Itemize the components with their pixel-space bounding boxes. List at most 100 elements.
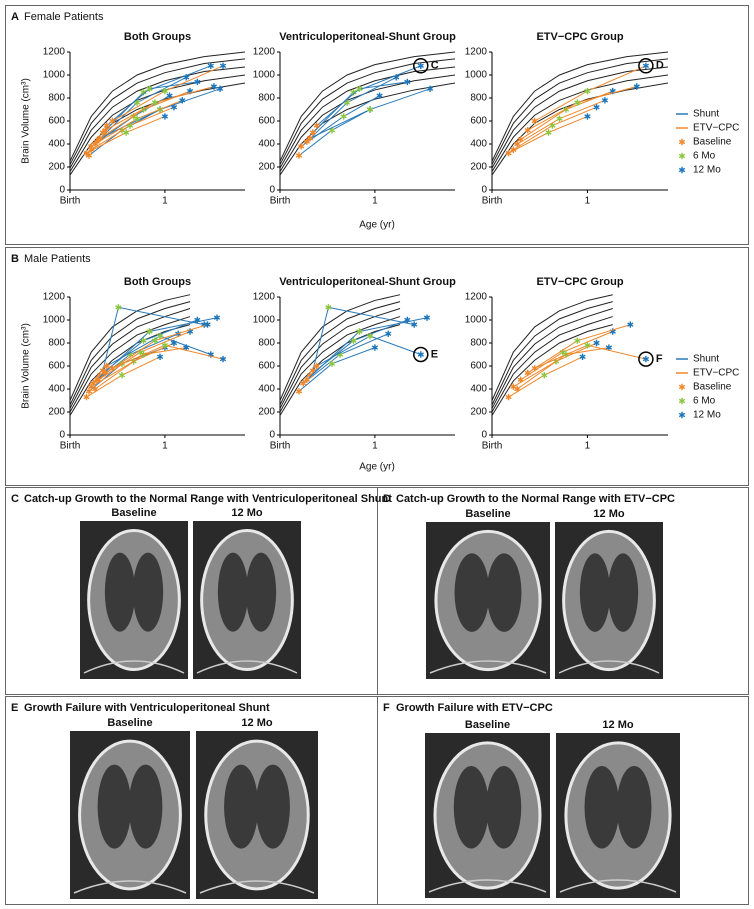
point-marker [366, 332, 374, 340]
point-marker [313, 362, 320, 370]
legend-marker [678, 166, 686, 174]
point-marker [166, 92, 173, 99]
reference-curve [70, 308, 191, 409]
y-tick-label: 600 [48, 361, 65, 372]
point-marker [423, 314, 431, 321]
chart: Ventriculoperitoneal-Shunt Group 0 200 400 6… [253, 276, 456, 452]
panel-letter: E [11, 702, 18, 714]
y-tick-label: 400 [48, 139, 65, 150]
point-marker [417, 351, 424, 358]
panel-box [5, 696, 378, 905]
point-marker [584, 87, 591, 95]
point-marker [102, 127, 109, 134]
point-marker [303, 138, 310, 145]
legend-label: 6 Mo [693, 151, 716, 162]
legend-label: 12 Mo [693, 165, 721, 176]
point-marker [541, 372, 548, 379]
x-tick-label: Birth [482, 441, 503, 452]
y-tick-label: 1000 [253, 70, 276, 81]
panel-letter: A [11, 11, 19, 23]
point-marker [303, 376, 310, 383]
x-tick-label: 1 [585, 196, 591, 207]
point-marker [219, 355, 227, 363]
point-marker [210, 83, 218, 90]
point-marker [328, 360, 336, 367]
panel-box [377, 696, 749, 905]
annotation-label: E [431, 348, 438, 360]
legend-label: 6 Mo [693, 396, 716, 407]
chart-title: ETV−CPC Group [536, 276, 623, 288]
point-marker [517, 376, 524, 383]
point-marker [151, 337, 159, 344]
point-marker [426, 85, 434, 92]
point-marker [309, 129, 316, 136]
point-marker [118, 372, 126, 379]
ventricle [486, 553, 522, 632]
point-marker [524, 369, 531, 377]
y-tick-label: 400 [258, 384, 275, 395]
panel-title: Growth Failure with ETV−CPC [396, 702, 553, 714]
y-tick-label: 0 [481, 430, 487, 441]
image-caption: Baseline [465, 508, 510, 520]
chart-title: Both Groups [124, 276, 191, 288]
trajectory [513, 342, 597, 388]
y-tick-label: 800 [258, 338, 275, 349]
point-marker [109, 117, 116, 125]
point-marker [371, 344, 379, 351]
reference-curve [70, 301, 191, 406]
image-caption: 12 Mo [602, 719, 633, 731]
point-marker [219, 62, 227, 69]
point-marker [156, 332, 164, 340]
image-caption: 12 Mo [593, 508, 624, 520]
point-marker [642, 355, 650, 363]
panel-box [5, 5, 749, 245]
y-tick-label: 1200 [43, 47, 66, 58]
legend-marker [678, 411, 686, 419]
reference-curve [280, 294, 401, 401]
reference-curve [492, 82, 669, 176]
point-marker [505, 393, 512, 401]
panel-box [5, 487, 378, 695]
chart: Both Groups Brain Volume (cm³) 0 200 400 600 8… [21, 31, 246, 207]
x-tick-label: 1 [372, 196, 378, 207]
point-marker [642, 62, 650, 69]
point-marker [298, 143, 305, 150]
reference-curve [492, 324, 613, 416]
annotation-label: F [656, 353, 663, 365]
x-tick-label: Birth [270, 196, 291, 207]
point-marker [146, 85, 153, 92]
point-marker [140, 337, 147, 344]
reference-curve [280, 316, 401, 413]
y-tick-label: 800 [258, 93, 275, 104]
point-marker [356, 85, 363, 92]
scan-ring [429, 660, 547, 674]
point-marker [295, 388, 303, 395]
annotation-circle [638, 58, 654, 74]
ventricle [486, 766, 522, 849]
point-marker [376, 92, 383, 99]
legend-label: Baseline [693, 382, 732, 393]
legend-marker [678, 138, 686, 146]
x-tick-label: 1 [162, 441, 168, 452]
point-marker [531, 117, 538, 125]
y-tick-label: 1200 [253, 47, 276, 58]
ventricle [616, 766, 652, 849]
y-tick-label: 400 [258, 139, 275, 150]
point-marker [627, 321, 634, 328]
y-tick-label: 200 [48, 407, 65, 418]
reference-curve [70, 294, 191, 401]
trajectory [534, 65, 647, 122]
annotation-label: C [431, 60, 439, 72]
point-marker [194, 78, 201, 86]
ventricle [584, 766, 620, 849]
image-caption: 12 Mo [231, 507, 262, 519]
y-tick-label: 800 [470, 338, 487, 349]
reference-curve [492, 51, 669, 162]
ventricle [224, 764, 259, 849]
ventricle [453, 766, 489, 849]
trajectory [306, 317, 428, 381]
y-tick-label: 1200 [465, 292, 488, 303]
point-marker [574, 99, 581, 106]
ventricle [454, 553, 490, 632]
point-marker [103, 122, 110, 129]
